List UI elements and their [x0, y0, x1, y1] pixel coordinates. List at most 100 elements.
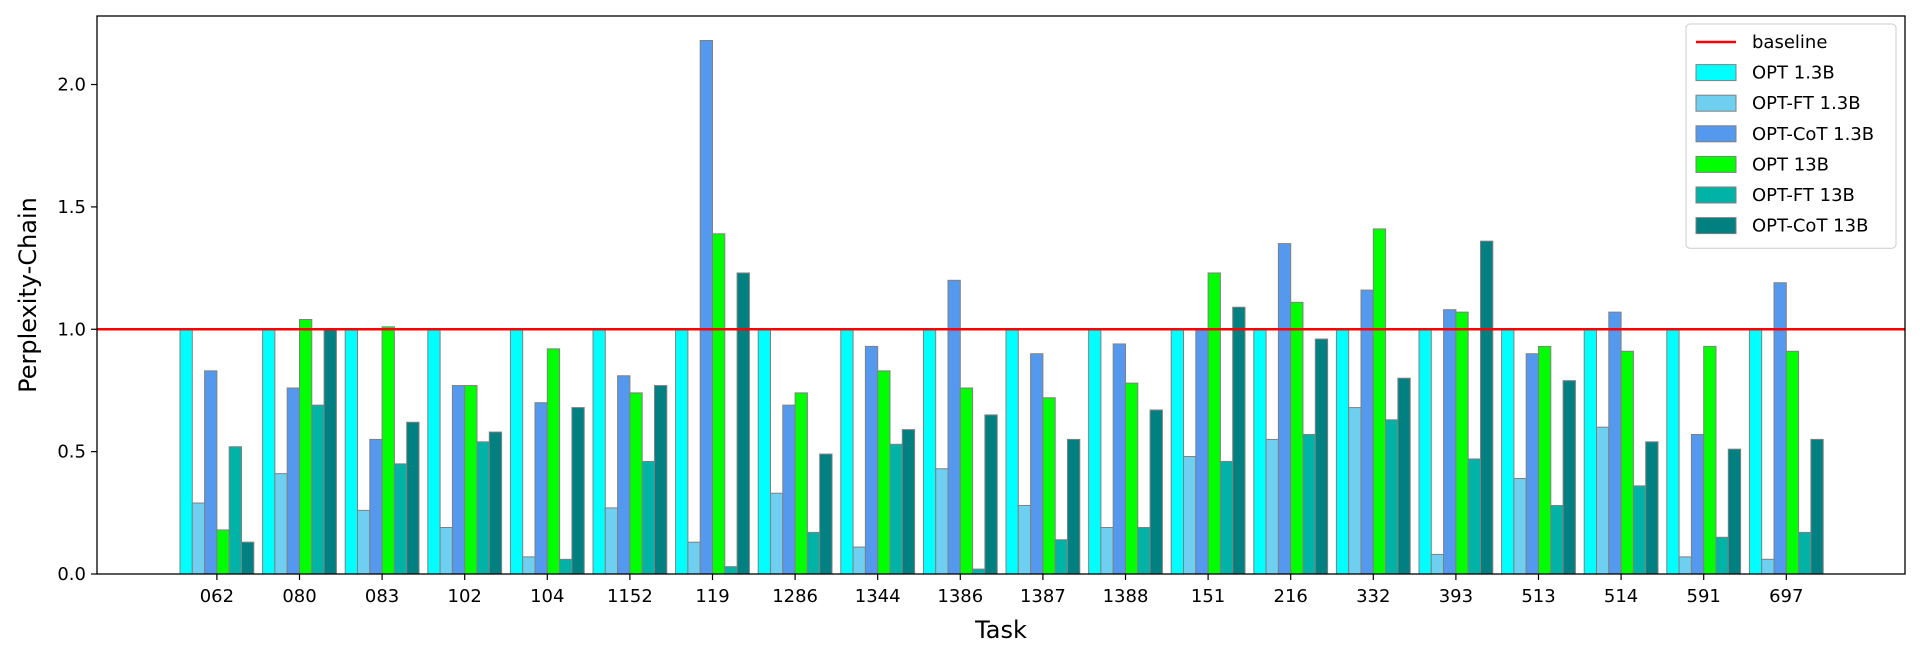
x-tick-label: 1386 — [937, 586, 983, 607]
bar — [819, 453, 833, 575]
bar — [1385, 419, 1399, 575]
bar — [439, 527, 453, 575]
bar — [1397, 377, 1411, 575]
bar — [488, 431, 503, 575]
bar — [972, 568, 986, 575]
bar — [922, 328, 937, 575]
bar — [1562, 380, 1576, 575]
bar — [1335, 328, 1350, 575]
bar — [1645, 441, 1659, 575]
y-tick-label: 1.5 — [57, 197, 86, 218]
bar — [522, 556, 536, 575]
bar — [1265, 438, 1279, 575]
legend-swatch — [1695, 217, 1737, 235]
y-tick-label: 0.0 — [57, 564, 86, 585]
bar — [889, 443, 903, 575]
bar — [770, 492, 784, 575]
bar — [1067, 438, 1081, 575]
bar — [1620, 350, 1634, 575]
bar — [534, 402, 548, 575]
bar — [191, 502, 206, 575]
bar — [262, 328, 276, 575]
bar — [1632, 485, 1647, 575]
bar — [1443, 309, 1457, 575]
bar — [1005, 328, 1019, 575]
bar — [393, 463, 408, 575]
bar — [344, 328, 359, 575]
bar — [1302, 434, 1316, 575]
bar — [1253, 328, 1267, 575]
x-tick-label: 1152 — [607, 586, 653, 607]
legend-swatch — [1695, 186, 1737, 204]
bar — [1455, 311, 1469, 575]
bar — [1042, 397, 1056, 575]
bar — [1513, 478, 1527, 575]
bar — [1596, 426, 1610, 575]
bar — [509, 328, 524, 575]
bar — [1149, 409, 1163, 575]
bar — [1017, 504, 1032, 575]
x-tick-label: 514 — [1604, 586, 1638, 607]
bar — [1207, 272, 1221, 575]
x-tick-label: 513 — [1521, 586, 1555, 607]
bar — [1608, 311, 1622, 575]
bar — [571, 407, 585, 575]
legend-label: OPT-CoT 13B — [1752, 216, 1868, 237]
bar — [712, 233, 726, 575]
bar — [1418, 328, 1432, 575]
bar — [1219, 460, 1234, 575]
bar — [323, 328, 337, 575]
bar — [1348, 407, 1362, 575]
x-tick-label: 1387 — [1020, 586, 1066, 607]
bar — [179, 328, 193, 575]
bar — [840, 328, 854, 575]
legend: baseline OPT 1.3B OPT-FT 1.3B OPT-CoT 1.3B O… — [1685, 23, 1897, 249]
bar — [1183, 456, 1197, 575]
bar — [311, 404, 325, 575]
bar — [1761, 558, 1775, 575]
bar — [935, 468, 949, 575]
bar — [1678, 556, 1692, 575]
x-tick-label: 697 — [1769, 586, 1803, 607]
y-tick-label: 2.0 — [57, 75, 86, 96]
axes-layer: 0.0 0.5 1.0 1.5 2.0 062 080 083 102 104 1152 119 128… — [57, 15, 1906, 607]
bar — [1137, 527, 1151, 575]
x-tick-label: 104 — [530, 586, 564, 607]
bar — [381, 326, 395, 575]
x-tick-label: 1388 — [1103, 586, 1149, 607]
bar — [947, 279, 961, 575]
x-tick-label: 102 — [448, 586, 482, 607]
x-tick-label: 393 — [1439, 586, 1473, 607]
bar — [877, 370, 891, 575]
bar — [1170, 328, 1184, 575]
legend-swatch — [1695, 64, 1737, 82]
x-tick-label: 216 — [1274, 586, 1308, 607]
legend-swatch — [1695, 125, 1737, 143]
bar — [476, 441, 490, 575]
bar — [654, 385, 668, 575]
bar — [901, 429, 916, 575]
bar — [1430, 553, 1445, 575]
bar — [1727, 448, 1742, 575]
legend-label: OPT-FT 1.3B — [1752, 93, 1861, 114]
bar — [736, 272, 750, 575]
x-tick-label: 083 — [365, 586, 399, 607]
x-tick-label: 1344 — [855, 586, 901, 607]
bar — [984, 414, 998, 575]
legend-label: OPT-FT 13B — [1752, 185, 1855, 206]
bar — [216, 529, 230, 575]
bar — [782, 404, 796, 575]
bar — [369, 438, 383, 575]
bar — [806, 531, 821, 575]
bar — [1690, 434, 1705, 575]
bar — [604, 507, 619, 575]
bar — [1810, 438, 1824, 575]
bars-layer — [179, 39, 1824, 575]
bar — [1703, 345, 1717, 575]
y-tick-label: 0.5 — [57, 442, 86, 463]
bar — [1054, 539, 1068, 575]
y-axis-label: Perplexity-Chain — [14, 197, 42, 393]
x-axis-label: Task — [974, 616, 1027, 644]
x-tick-label: 151 — [1191, 586, 1225, 607]
bar — [1372, 228, 1387, 575]
